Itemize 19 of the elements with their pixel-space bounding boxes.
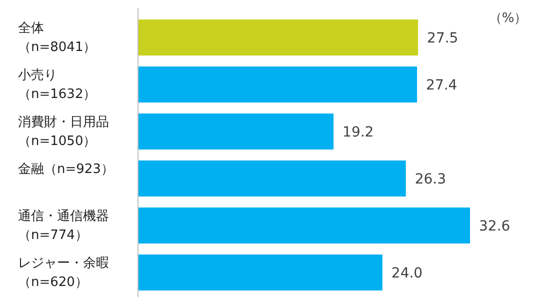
y-tick-label: 金融（n=923） (18, 160, 115, 178)
bar (138, 208, 470, 244)
y-tick-label: 小売り（n=1632） (18, 66, 98, 104)
data-label: 32.6 (479, 218, 510, 234)
bar (138, 66, 418, 102)
bar (138, 20, 418, 56)
bar (138, 114, 334, 150)
data-label: 26.3 (414, 172, 446, 188)
bar (138, 160, 406, 196)
data-label: 24.0 (391, 266, 423, 282)
data-label: 19.2 (342, 124, 374, 140)
text: （%） (488, 11, 528, 26)
data-label: 27.5 (427, 30, 458, 46)
y-tick-label: レジャー・余暇（n=620） (18, 254, 110, 292)
y-tick-label: 全体（n=8041） (18, 20, 98, 56)
bar (138, 254, 382, 290)
y-tick-label: 消費財・日用品（n=1050） (18, 114, 110, 150)
data-label: 27.4 (426, 78, 458, 94)
y-tick-label: 通信・通信機器（n=774） (18, 208, 110, 244)
